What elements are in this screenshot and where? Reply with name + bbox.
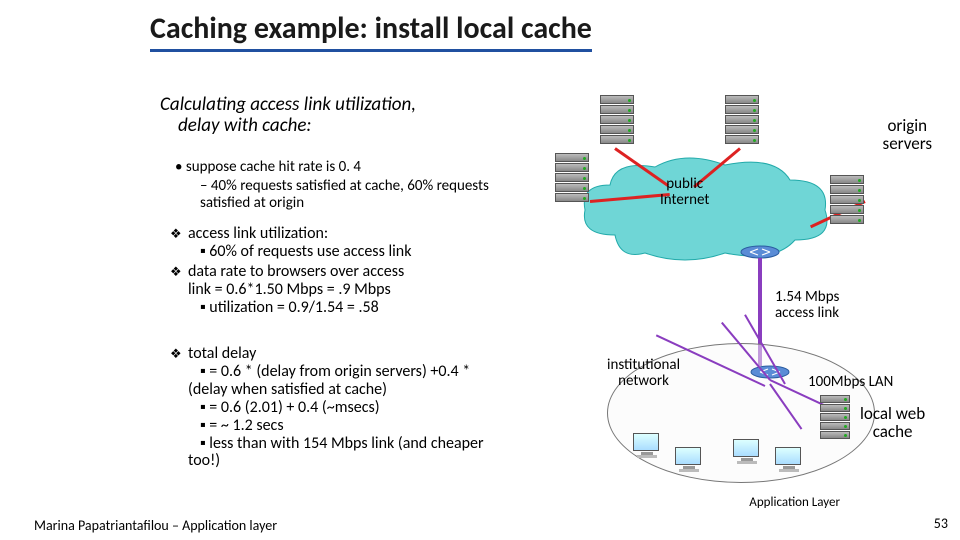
diamond-list-2: ❖ total delay ▪ = 0.6 * (delay from orig… bbox=[170, 345, 510, 472]
client-pc-icon bbox=[675, 447, 703, 473]
diamond-icon: ❖ bbox=[170, 225, 188, 261]
list-item: ❖ access link utilization: ▪ 60% of requ… bbox=[170, 225, 540, 261]
bullet-main: • suppose cache hit rate is 0. 4 bbox=[175, 158, 495, 176]
list-item: ❖ total delay ▪ = 0.6 * (delay from orig… bbox=[170, 345, 510, 470]
router-icon bbox=[750, 365, 790, 379]
client-pc-icon bbox=[733, 439, 761, 465]
al-l2: access link bbox=[775, 304, 839, 322]
slide-title: Caching example: install local cache bbox=[150, 10, 592, 52]
client-pc-icon bbox=[633, 433, 661, 459]
list-item: ❖ data rate to browsers over access link… bbox=[170, 263, 540, 317]
server-rack-icon bbox=[830, 175, 864, 225]
square-bullet: ▪ = ~ 1.2 secs bbox=[200, 416, 284, 435]
access-link-label: 1.54 Mbps access link bbox=[775, 290, 839, 322]
d3-sq3: = ~ 1.2 secs bbox=[209, 416, 283, 435]
server-rack-icon bbox=[725, 95, 759, 145]
d3-head: total delay bbox=[188, 344, 256, 363]
square-bullet: ▪ less than with 154 Mbps link (and chea… bbox=[188, 434, 484, 471]
dash-sub: – 40% requests satisfied at cache, 60% r… bbox=[200, 178, 510, 213]
d3-sq4: less than with 154 Mbps link (and cheape… bbox=[188, 434, 484, 471]
square-bullet: ▪ 60% of requests use access link bbox=[200, 242, 411, 261]
public-internet-label: public Internet bbox=[660, 177, 709, 209]
origin-servers-label: origin servers bbox=[883, 117, 932, 153]
d1-head: access link utilization: bbox=[188, 224, 328, 243]
page-number: 53 bbox=[934, 515, 948, 532]
lan-label: 100Mbps LAN bbox=[808, 373, 893, 391]
d2-l2: link = 0.6*1.50 Mbps = .9 Mbps bbox=[188, 280, 391, 299]
client-pc-icon bbox=[775, 447, 803, 473]
cache-server-icon bbox=[820, 395, 850, 435]
network-diagram: origin servers public Internet 1.54 Mbps… bbox=[545, 95, 940, 490]
d2-sq1: utilization = 0.9/1.54 = .58 bbox=[209, 298, 378, 317]
footer-chapter: Application Layer bbox=[749, 495, 840, 510]
d3-sq1: = 0.6 * (delay from origin servers) +0.4… bbox=[188, 362, 470, 399]
cache-label: local web cache bbox=[860, 405, 925, 441]
diamond-list-1: ❖ access link utilization: ▪ 60% of requ… bbox=[170, 225, 540, 319]
diamond-icon: ❖ bbox=[170, 345, 188, 470]
in-l2: network bbox=[618, 372, 669, 390]
subtitle-line2: delay with cache: bbox=[160, 116, 416, 137]
d3-sq2: = 0.6 (2.01) + 0.4 (~msecs) bbox=[209, 398, 379, 417]
bullet-main-text: suppose cache hit rate is 0. 4 bbox=[186, 158, 361, 176]
list-text: total delay ▪ = 0.6 * (delay from origin… bbox=[188, 345, 510, 470]
d1-sq1: 60% of requests use access link bbox=[209, 242, 411, 261]
router-icon bbox=[740, 245, 780, 259]
server-rack-icon bbox=[600, 95, 634, 145]
list-text: access link utilization: ▪ 60% of reques… bbox=[188, 225, 411, 261]
square-bullet: ▪ = 0.6 (2.01) + 0.4 (~msecs) bbox=[200, 398, 380, 417]
dash-sub-text: 40% requests satisfied at cache, 60% req… bbox=[200, 177, 489, 212]
subtitle-line1: Calculating access link utilization, bbox=[160, 95, 416, 116]
origin-l2: servers bbox=[883, 133, 932, 154]
institutional-network-label: institutional network bbox=[607, 358, 680, 390]
d2-l1: data rate to browsers over access bbox=[188, 262, 404, 281]
server-rack-icon bbox=[555, 153, 589, 203]
diamond-icon: ❖ bbox=[170, 263, 188, 317]
subtitle: Calculating access link utilization, del… bbox=[160, 95, 416, 137]
pi-l2: Internet bbox=[660, 191, 709, 209]
internet-cloud bbox=[575, 155, 835, 265]
cl-l2: cache bbox=[873, 421, 913, 442]
list-text: data rate to browsers over access link =… bbox=[188, 263, 404, 317]
square-bullet: ▪ = 0.6 * (delay from origin servers) +0… bbox=[188, 362, 470, 399]
square-bullet: ▪ utilization = 0.9/1.54 = .58 bbox=[200, 298, 379, 317]
footer-author: Marina Papatriantafilou – Application la… bbox=[34, 517, 277, 534]
